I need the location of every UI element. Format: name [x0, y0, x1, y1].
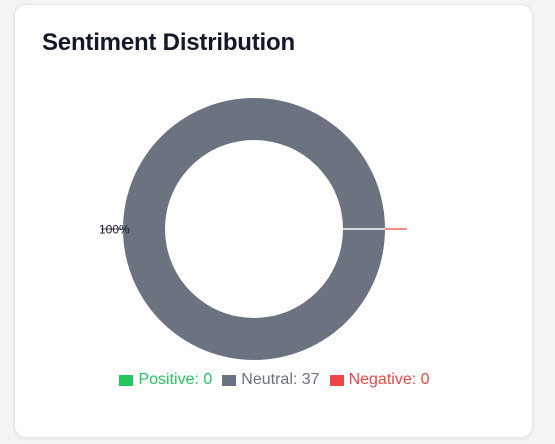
legend-swatch-neutral — [222, 374, 237, 386]
legend-label-negative: Negative: 0 — [348, 371, 430, 388]
chart-legend: Positive: 0 Neutral: 37 Negative: 0 — [15, 371, 534, 389]
legend-label-positive: Positive: 0 — [138, 371, 213, 388]
legend-label-neutral: Neutral: 37 — [241, 371, 320, 388]
legend-item-neutral[interactable]: Neutral: 37 — [222, 371, 320, 389]
slice-label-neutral: 100% — [99, 223, 130, 237]
sentiment-card: Sentiment Distribution 100% Positive: 0 … — [14, 4, 533, 438]
slice-neutral[interactable] — [123, 98, 385, 360]
legend-swatch-negative — [329, 374, 344, 386]
legend-item-positive[interactable]: Positive: 0 — [119, 371, 212, 389]
legend-swatch-positive — [119, 374, 134, 386]
legend-item-negative[interactable]: Negative: 0 — [329, 371, 430, 389]
sentiment-donut-chart: 100% — [99, 98, 407, 360]
card-title: Sentiment Distribution — [42, 29, 295, 56]
